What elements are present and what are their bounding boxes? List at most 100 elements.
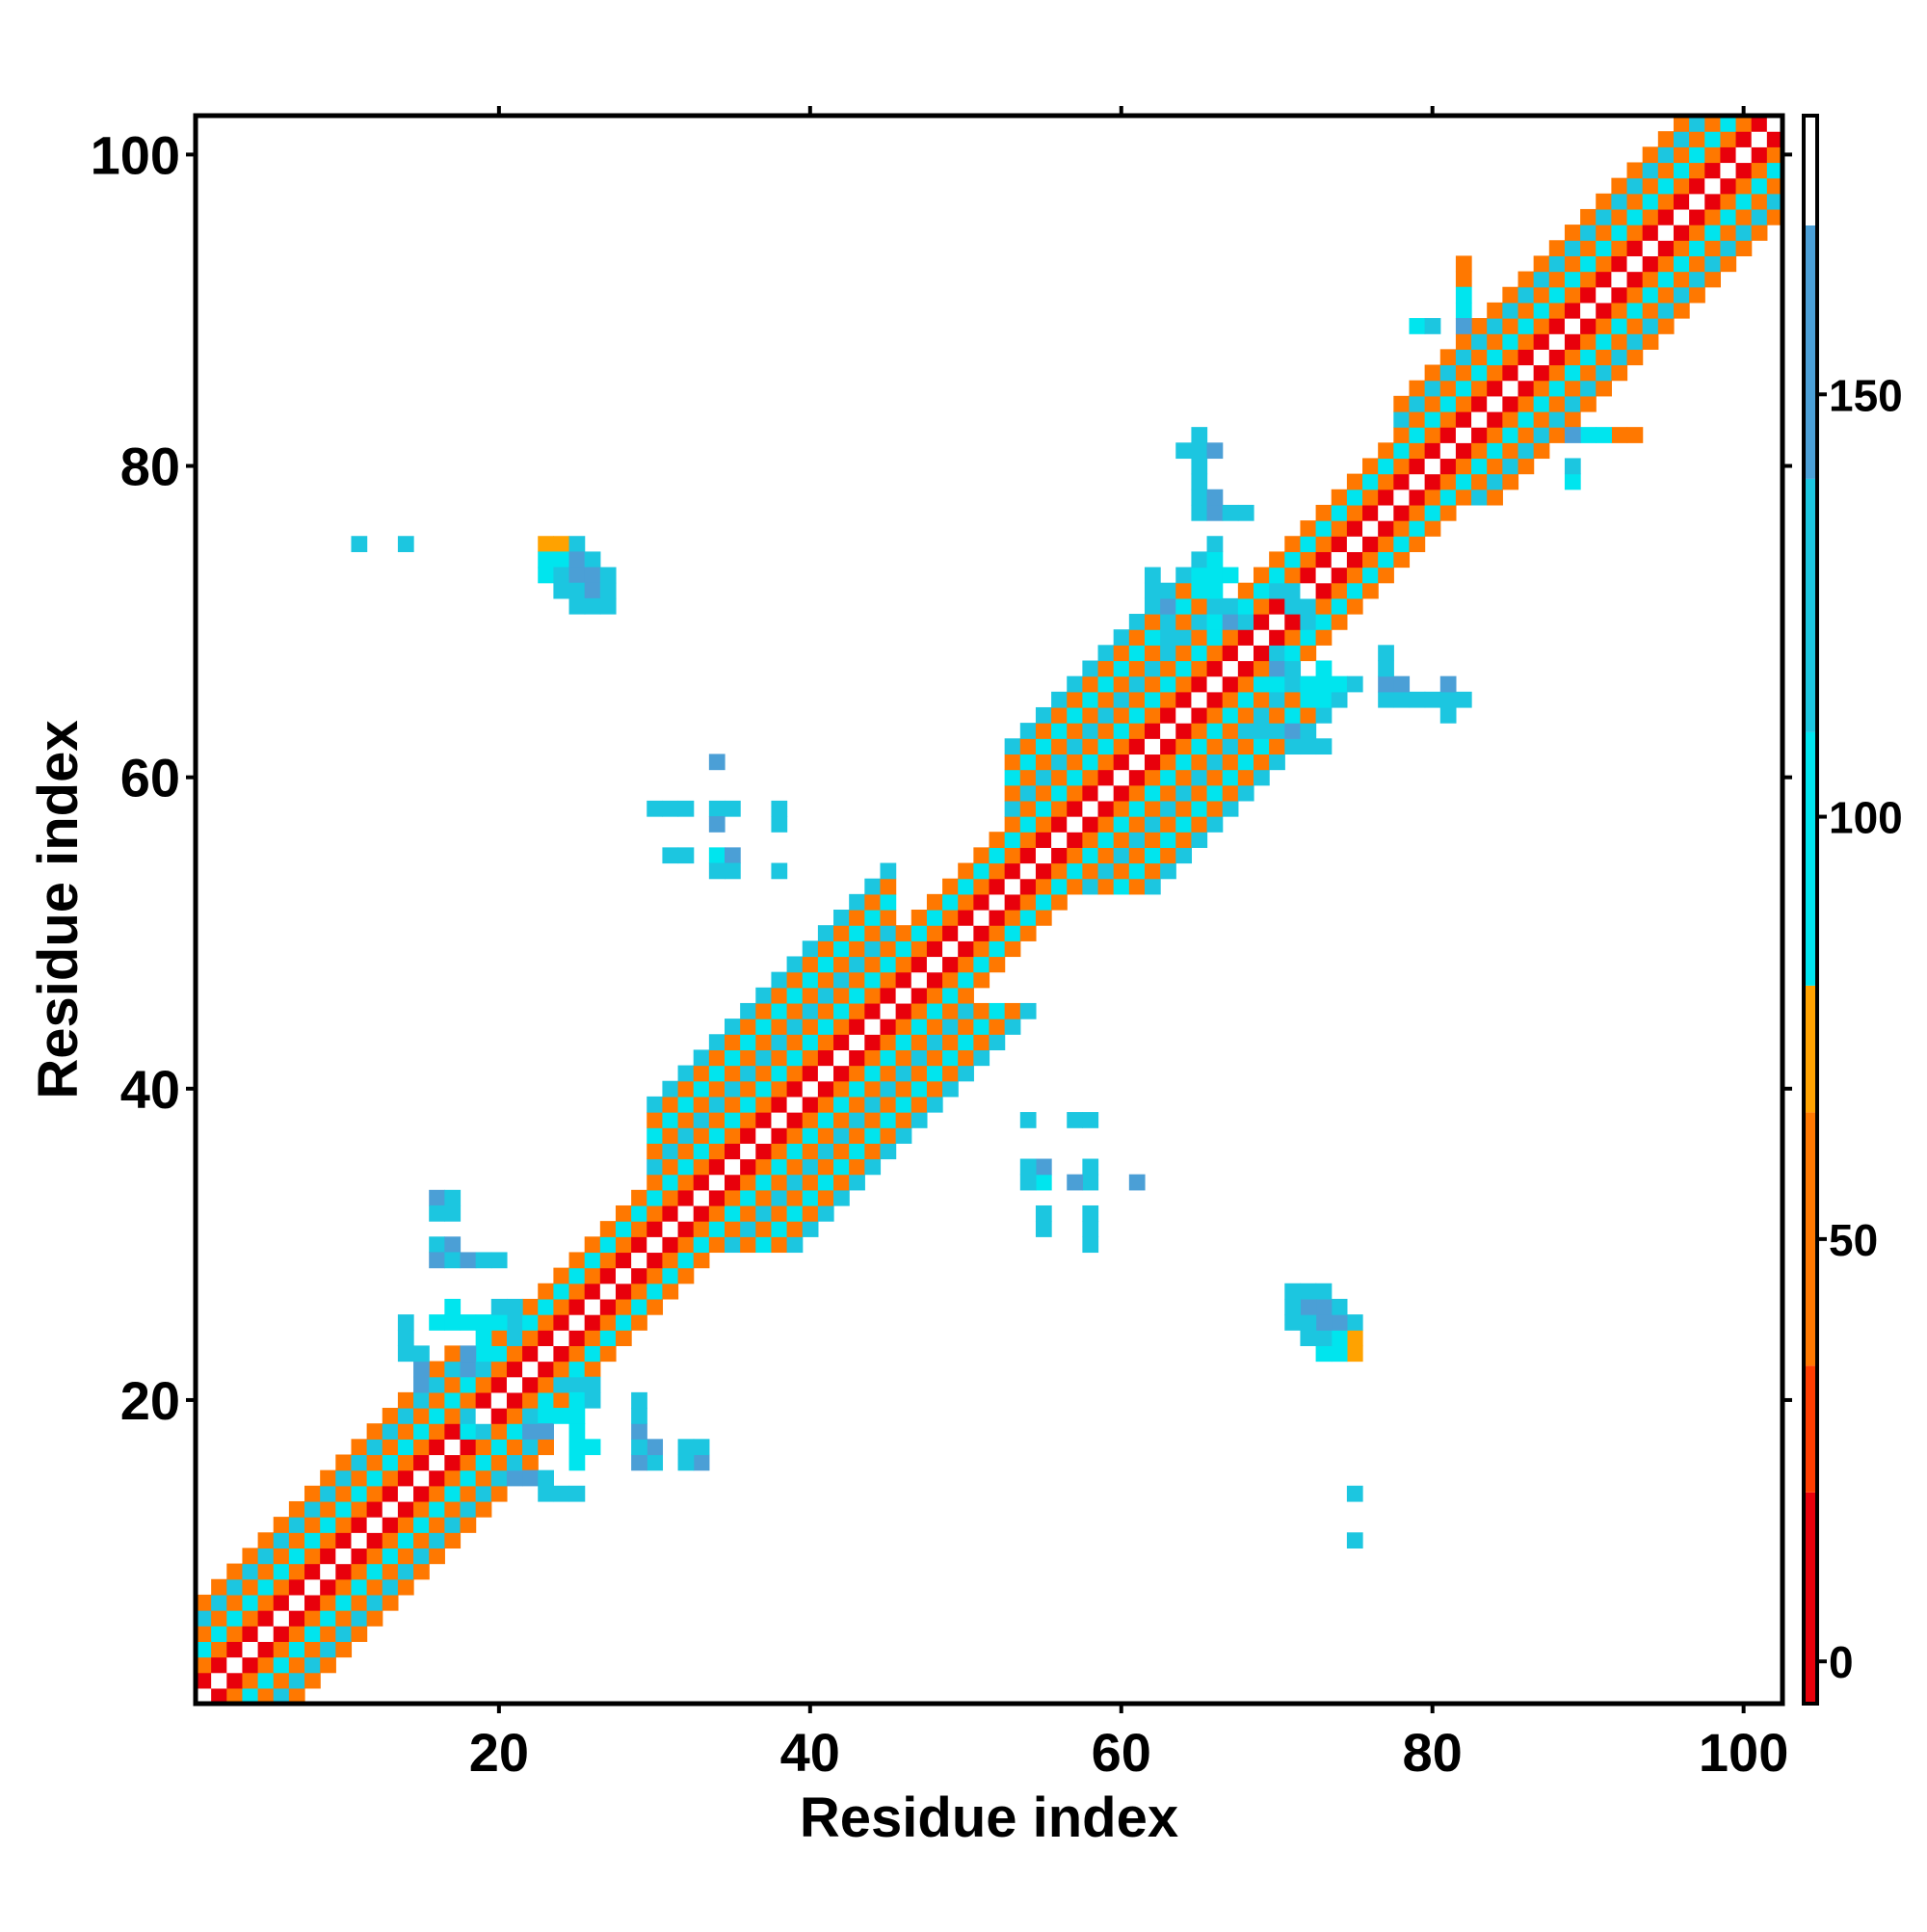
heatmap-cell [864,987,882,1004]
heatmap-cell [1580,380,1597,397]
heatmap-cell [1097,738,1115,755]
heatmap-cell [1766,177,1783,195]
heatmap-cell [1626,240,1644,257]
heatmap-cell [1378,458,1394,475]
heatmap-cell [1067,800,1083,817]
heatmap-cell [662,1267,679,1284]
heatmap-cell [538,1391,554,1409]
heatmap-cell [1424,364,1441,382]
heatmap-cell [460,1361,477,1378]
heatmap-cell [366,1485,383,1502]
heatmap-cell [849,925,865,941]
heatmap-cell [538,1408,554,1424]
heatmap-cell [351,1578,368,1596]
heatmap-cell [1393,551,1411,569]
heatmap-cell [1004,816,1021,833]
heatmap-cell [1704,193,1722,210]
heatmap-cell [1254,567,1270,584]
heatmap-cell [1097,816,1115,833]
heatmap-cell [351,536,368,552]
heatmap-cell [1237,629,1254,646]
heatmap-cell [647,1236,664,1254]
heatmap-cell [786,1174,804,1191]
heatmap-cell [1735,225,1753,241]
heatmap-cell [942,925,959,941]
heatmap-cell [584,1314,601,1331]
heatmap-cell [1564,380,1581,397]
heatmap-cell [429,1500,445,1518]
heatmap-cell [849,1049,865,1067]
heatmap-cell [615,1267,632,1284]
heatmap-cell [708,1221,726,1237]
heatmap-cell [1097,800,1115,817]
heatmap-cell [1315,706,1333,724]
heatmap-cell [880,956,897,973]
heatmap-cell [958,878,974,895]
heatmap-cell [1580,333,1597,350]
heatmap-cell [1191,800,1208,817]
heatmap-cell [490,1408,508,1424]
heatmap-cell [786,1080,804,1098]
heatmap-cell [1175,567,1193,584]
heatmap-cell [911,1019,928,1035]
heatmap-cell [693,1080,710,1098]
heatmap-cell [1284,567,1302,584]
heatmap-cell [553,1391,570,1409]
heatmap-cell [880,878,897,895]
heatmap-cell [1766,131,1783,147]
heatmap-cell [1160,738,1176,755]
heatmap-cell [1035,832,1052,848]
heatmap-cell [382,1578,399,1596]
heatmap-cell [755,1019,773,1035]
heatmap-cell [1611,193,1628,210]
heatmap-cell [304,1641,321,1658]
heatmap-cell [1067,691,1083,708]
heatmap-cell [631,1314,647,1331]
heatmap-cell [288,1563,305,1580]
heatmap-cell [740,1236,756,1254]
heatmap-cell [817,1096,834,1113]
heatmap-cell [273,1656,290,1674]
heatmap-cell [1735,162,1753,179]
heatmap-cell [1642,177,1659,195]
heatmap-cell [942,956,959,973]
heatmap-cell [522,1298,539,1315]
heatmap-cell [1548,333,1566,350]
heatmap-cell [1455,271,1472,288]
heatmap-cell [538,1485,554,1502]
heatmap-cell [196,1687,212,1705]
heatmap-cell [895,1049,912,1067]
heatmap-cell [1128,738,1146,755]
heatmap-cell [584,1252,601,1269]
heatmap-cell [1378,520,1394,537]
heatmap-cell [1564,427,1581,443]
heatmap-cell [1689,271,1705,288]
heatmap-cell [1284,660,1302,677]
heatmap-cell [802,1158,819,1176]
heatmap-cell [1284,675,1302,693]
heatmap-cell [1254,769,1270,786]
heatmap-cell [1051,816,1068,833]
heatmap-cell [568,1423,586,1440]
heatmap-cell [864,878,882,895]
heatmap-cell [1067,1112,1083,1128]
heatmap-cell [1564,271,1581,288]
heatmap-cell [1191,597,1208,615]
heatmap-cell [413,1376,430,1393]
heatmap-cell [771,1096,788,1113]
heatmap-cell [942,971,959,989]
heatmap-cell [1471,380,1488,397]
heatmap-cell [725,862,741,880]
heatmap-cell [802,1019,819,1035]
heatmap-cell [662,847,679,864]
heatmap-cell [1160,723,1176,739]
heatmap-cell [1439,458,1457,475]
heatmap-cell [911,971,928,989]
heatmap-cell [196,1626,212,1642]
heatmap-cell [538,1361,554,1378]
heatmap-cell [973,971,990,989]
heatmap-cell [693,1065,710,1082]
heatmap-cell [1735,177,1753,195]
heatmap-cell [755,1034,773,1051]
